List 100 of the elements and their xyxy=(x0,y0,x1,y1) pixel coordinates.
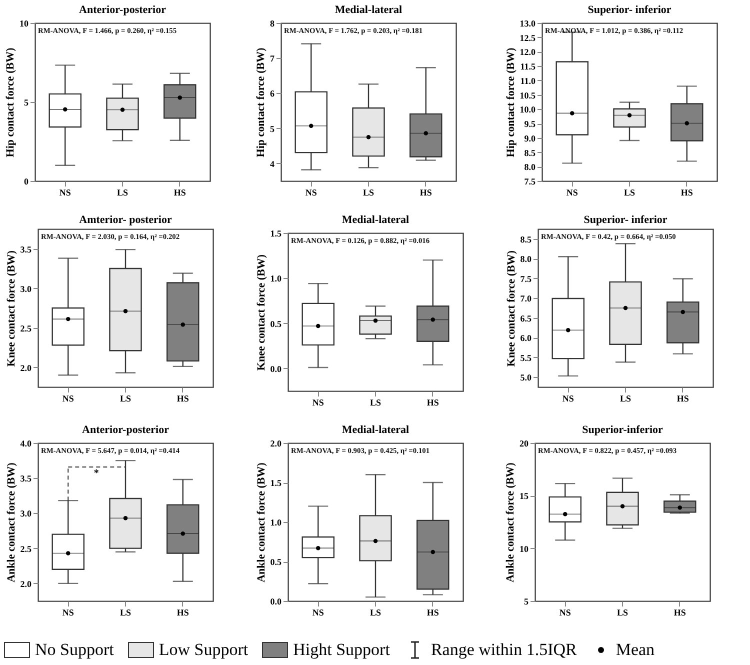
x-tick-label: HS xyxy=(426,398,439,408)
x-tick-label: NS xyxy=(62,608,74,618)
y-tick-label: 1.5 xyxy=(270,478,282,488)
x-tick-label: HS xyxy=(176,608,189,618)
y-tick-label: 0.0 xyxy=(270,596,282,606)
y-tick-label: 8.0 xyxy=(520,254,532,264)
y-tick-label: 9.5 xyxy=(524,119,536,130)
y-tick-label: 8.5 xyxy=(524,148,536,158)
y-tick-label: 1.0 xyxy=(270,518,282,528)
y-axis-title: Ankle contact force (BW) xyxy=(5,462,18,582)
y-tick-label: 5 xyxy=(24,98,29,108)
category-label: No Support xyxy=(35,640,114,660)
y-tick-label: 20 xyxy=(520,438,529,448)
y-tick-label: 11.5 xyxy=(520,62,536,72)
x-tick-label: NS xyxy=(312,398,324,408)
text: Range within 1.5IQR xyxy=(430,640,577,660)
x-tick-label: HS xyxy=(176,394,189,404)
chart-title: Superior- inferior xyxy=(588,4,672,16)
x-tick-label: NS xyxy=(566,188,578,198)
y-tick-label: 0.5 xyxy=(270,318,282,329)
y-tick-label: 5 xyxy=(270,124,275,134)
category-label: Hight Support xyxy=(293,640,390,660)
y-tick-label: 6 xyxy=(270,88,275,99)
x-tick-label: HS xyxy=(674,608,686,618)
y-tick-label: 8 xyxy=(270,18,275,28)
annotation: * xyxy=(94,468,99,479)
x-tick-label: NS xyxy=(562,394,574,404)
x-tick-label: LS xyxy=(120,608,132,618)
y-axis-title: Hip contact force (BW) xyxy=(255,47,267,158)
x-tick-label: HS xyxy=(426,608,439,618)
x-tick-label: LS xyxy=(624,188,636,198)
text: Mean xyxy=(616,640,655,660)
y-tick-label: 2.0 xyxy=(20,362,32,373)
y-tick-label: 9.0 xyxy=(524,133,536,144)
x-tick-label: LS xyxy=(362,188,374,198)
x-tick-label: HS xyxy=(420,188,432,198)
y-tick-label: 8.0 xyxy=(524,162,536,172)
y-tick-label: 12.5 xyxy=(520,32,536,43)
y-tick-label: 3.0 xyxy=(20,284,32,294)
chart-title: Superior- inferior xyxy=(584,214,668,226)
y-tick-label: 0.5 xyxy=(270,557,282,567)
x-tick-label: LS xyxy=(620,394,632,404)
chart-title: Superior-inferior xyxy=(582,424,664,436)
x-tick-label: NS xyxy=(312,608,324,618)
y-tick-label: 15 xyxy=(520,491,529,502)
y-axis-title: Knee contact force (BW) xyxy=(255,254,268,371)
chart-title: Medial-lateral xyxy=(334,4,402,16)
y-tick-label: 7.5 xyxy=(520,274,532,284)
x-tick-label: LS xyxy=(616,608,628,618)
y-tick-label: 4 xyxy=(270,158,275,169)
y-axis-title: Hip contact force (BW) xyxy=(504,47,517,158)
y-tick-label: 6.5 xyxy=(520,313,532,324)
y-tick-label: 10.5 xyxy=(520,90,536,100)
chart-title: Anterior-posterior xyxy=(82,424,170,436)
y-tick-label: 3.5 xyxy=(20,474,32,484)
y-axis-title: Ankle contact force (BW) xyxy=(504,462,516,582)
y-tick-label: 10.0 xyxy=(520,104,536,115)
x-tick-label: LS xyxy=(120,394,132,404)
y-tick-label: 7.5 xyxy=(524,176,536,186)
x-tick-label: NS xyxy=(62,394,74,404)
y-tick-label: 13.0 xyxy=(520,18,536,28)
x-tick-label: LS xyxy=(370,398,382,408)
y-tick-label: 10 xyxy=(520,544,529,554)
y-tick-label: 2.0 xyxy=(20,578,32,589)
y-tick-label: 11.0 xyxy=(520,76,536,86)
x-tick-label: HS xyxy=(680,188,693,198)
x-tick-label: NS xyxy=(59,188,71,198)
y-tick-label: 6.0 xyxy=(520,333,532,344)
y-axis-title: Hip contact force (BW) xyxy=(4,47,16,158)
x-tick-label: NS xyxy=(305,188,317,198)
y-tick-label: 2.5 xyxy=(20,544,32,554)
y-tick-label: 10 xyxy=(20,18,29,28)
y-tick-label: 5 xyxy=(524,596,529,606)
y-tick-label: 8.5 xyxy=(520,234,532,244)
y-tick-label: 2.0 xyxy=(270,438,282,448)
y-axis-title: Knee contact force (BW) xyxy=(5,250,18,367)
x-tick-label: LS xyxy=(116,188,128,198)
y-axis-title: Knee contact force (BW) xyxy=(505,250,518,367)
x-tick-label: LS xyxy=(370,608,382,618)
y-tick-label: 12.0 xyxy=(520,47,536,58)
y-tick-label: 1.5 xyxy=(270,228,282,238)
x-tick-label: HS xyxy=(676,394,689,404)
chart-title: Anterior-posterior xyxy=(79,4,166,16)
y-tick-label: 3.0 xyxy=(20,508,32,519)
y-axis-title: Ankle contact force (BW) xyxy=(255,462,268,582)
y-tick-label: 5.0 xyxy=(520,372,532,383)
x-tick-label: HS xyxy=(174,188,186,198)
y-tick-label: 7.0 xyxy=(520,294,532,304)
y-tick-label: 4.0 xyxy=(20,438,32,448)
chart-title: Medial-lateral xyxy=(342,214,410,226)
y-tick-label: 1.0 xyxy=(270,274,282,284)
y-tick-label: 2.5 xyxy=(20,323,32,334)
chart-title: Amterior- posterior xyxy=(79,214,172,226)
y-tick-label: 3.5 xyxy=(20,244,32,254)
chart-title: Medial-lateral xyxy=(342,424,410,436)
category-label: Low Support xyxy=(158,640,248,660)
y-tick-label: 0 xyxy=(24,176,29,186)
x-tick-label: NS xyxy=(559,608,571,618)
y-tick-label: 7 xyxy=(270,54,275,64)
y-tick-label: 0.0 xyxy=(270,364,282,374)
